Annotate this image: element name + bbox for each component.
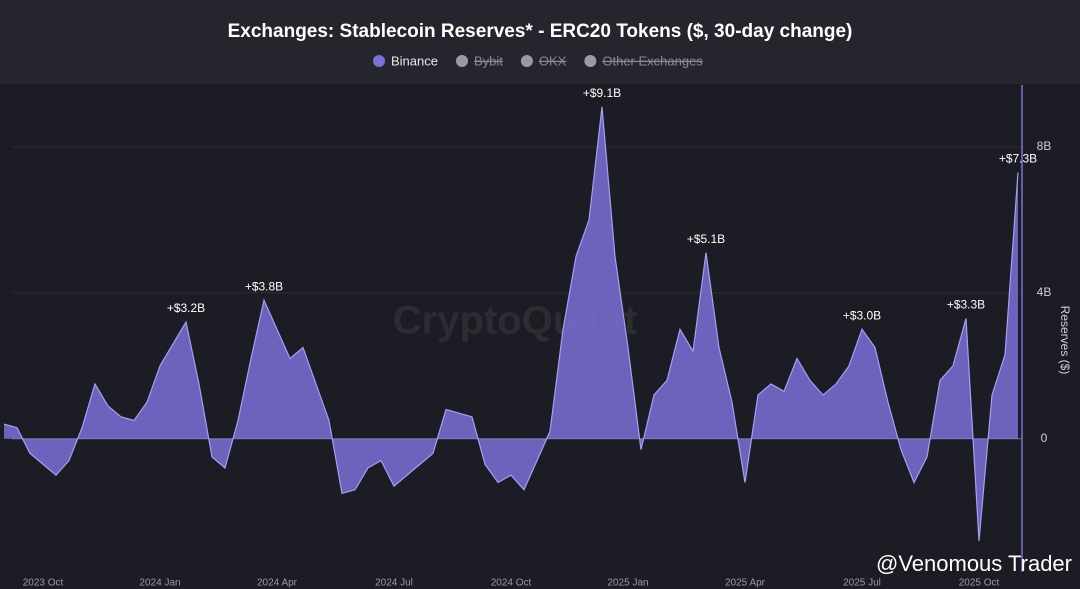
x-tick-label: 2025 Oct [959, 578, 1000, 589]
value-label: +$3.0B [843, 308, 881, 322]
line [3, 106, 1019, 541]
value-label: +$7.3B [999, 152, 1037, 166]
legend-marker [520, 55, 533, 67]
y-tick-label: 8B [1037, 139, 1052, 153]
legend-marker [584, 55, 597, 67]
x-tick-label: 2025 Apr [725, 578, 766, 589]
x-tick-label: 2023 Oct [23, 578, 64, 589]
legend-label: OKX [539, 53, 567, 68]
area [4, 106, 1018, 541]
value-label: +$3.3B [947, 298, 985, 312]
value-label: +$3.2B [167, 301, 205, 315]
legend-label: Bybit [474, 53, 503, 68]
legend-marker [373, 55, 385, 67]
header-background [0, 0, 1080, 84]
value-label: +$3.8B [245, 279, 283, 293]
y-axis-label: Reserves ($) [1058, 306, 1072, 375]
x-tick-label: 2024 Oct [491, 578, 532, 589]
legend-label: Binance [391, 53, 438, 68]
legend-marker [455, 55, 468, 67]
chart-title: Exchanges: Stablecoin Reserves* - ERC20 … [228, 21, 853, 42]
credit: @Venomous Trader [876, 551, 1072, 576]
x-tick-label: 2025 Jan [607, 578, 648, 589]
value-label: +$5.1B [687, 232, 725, 246]
x-tick-label: 2025 Jul [843, 578, 881, 589]
value-label: +$9.1B [583, 86, 621, 100]
legend-label: Other Exchanges [602, 53, 703, 68]
x-tick-label: 2024 Jul [375, 578, 413, 589]
x-tick-label: 2024 Jan [139, 578, 180, 589]
y-tick-label: 0 [1041, 431, 1048, 445]
x-tick-label: 2024 Apr [257, 578, 298, 589]
y-tick-label: 4B [1037, 285, 1052, 299]
